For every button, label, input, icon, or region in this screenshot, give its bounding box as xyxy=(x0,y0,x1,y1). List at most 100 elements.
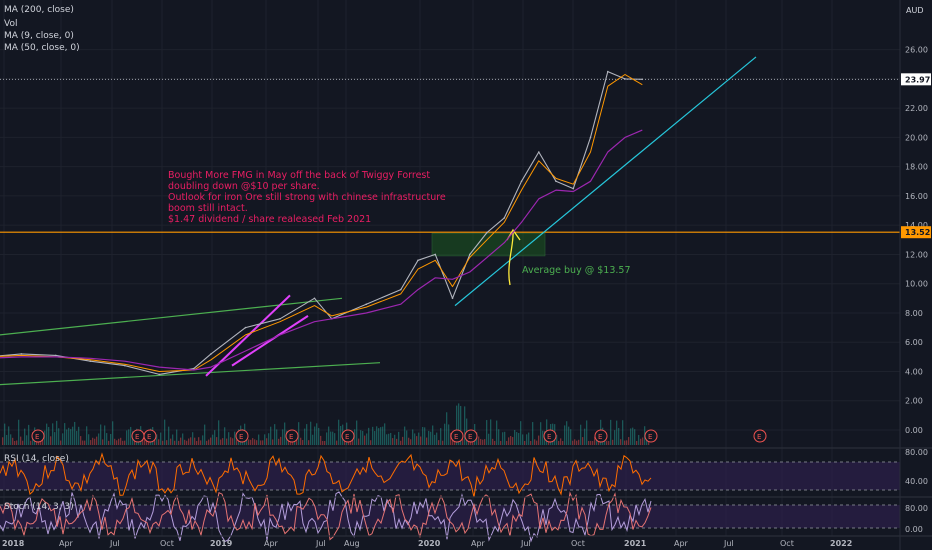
volume-bar xyxy=(90,440,92,445)
volume-bar xyxy=(280,436,282,445)
volume-bar xyxy=(444,423,446,445)
volume-bar xyxy=(534,439,536,445)
y-tick-label: 2.00 xyxy=(905,397,923,406)
volume-bar xyxy=(202,435,204,445)
price-point xyxy=(486,231,488,234)
volume-bar xyxy=(160,432,162,445)
volume-bar xyxy=(260,440,262,445)
price-point xyxy=(469,253,471,256)
legend-vol[interactable]: Vol xyxy=(4,19,18,29)
volume-bar xyxy=(256,440,258,445)
volume-bar xyxy=(10,434,12,445)
volume-bar xyxy=(620,439,622,445)
stoch-tick-label: 80.00 xyxy=(905,504,928,513)
legend-ma50[interactable]: MA (50, close, 0) xyxy=(4,43,80,53)
legend-rsi[interactable]: RSI (14, close) xyxy=(4,454,69,464)
volume-bar xyxy=(222,438,224,445)
y-tick-label: 18.00 xyxy=(905,163,928,172)
volume-bar xyxy=(328,426,330,445)
volume-bar xyxy=(176,429,178,445)
volume-bar xyxy=(60,440,62,445)
volume-bar xyxy=(162,440,164,445)
average-buy-label: Average buy @ $13.57 xyxy=(522,265,631,276)
volume-bar xyxy=(574,439,576,445)
volume-bar xyxy=(276,429,278,445)
volume-bar xyxy=(516,432,518,445)
volume-bar xyxy=(94,438,96,445)
volume-bar xyxy=(312,434,314,445)
volume-bar xyxy=(334,433,336,445)
volume-bar xyxy=(580,424,582,445)
price-point xyxy=(124,364,126,367)
volume-bar xyxy=(70,429,72,445)
volume-bar xyxy=(448,424,450,445)
y-tick-label: 12.00 xyxy=(905,250,928,259)
volume-bar xyxy=(18,419,20,445)
legend-stoch[interactable]: Stoch (14, 3, 3) xyxy=(4,502,74,512)
hline-price-label: 13.52 xyxy=(905,228,930,237)
volume-bar xyxy=(336,440,338,445)
rsi-line xyxy=(0,452,652,498)
price-point xyxy=(400,288,402,291)
volume-bar xyxy=(110,433,112,445)
volume-bar xyxy=(180,437,182,445)
volume-bar xyxy=(72,426,74,445)
price-point xyxy=(313,297,316,300)
volume-bar xyxy=(304,428,306,445)
volume-bar xyxy=(338,419,340,445)
volume-bar xyxy=(272,439,274,445)
volume-bar xyxy=(144,439,146,445)
price-point xyxy=(279,318,281,320)
volume-bar xyxy=(340,425,342,445)
x-tick-label: Jul xyxy=(315,539,326,548)
rsi-tick-label: 80.00 xyxy=(905,448,928,457)
volume-bar xyxy=(210,437,212,445)
volume-bar xyxy=(486,420,488,445)
channel-lower-line xyxy=(0,362,381,386)
volume-bar xyxy=(258,434,260,445)
volume-bar xyxy=(232,438,234,445)
volume-bar xyxy=(358,438,360,445)
x-tick-label: Oct xyxy=(571,539,585,548)
channel-magenta-lower xyxy=(231,315,309,367)
volume-bar xyxy=(442,440,444,445)
volume-bar xyxy=(220,439,222,445)
volume-bar xyxy=(558,440,560,445)
volume-bar xyxy=(472,440,474,445)
volume-bar xyxy=(74,421,76,445)
volume-bar xyxy=(392,438,394,445)
volume-bar xyxy=(492,438,494,445)
volume-bar xyxy=(96,436,98,445)
volume-bar xyxy=(316,423,318,445)
volume-bar xyxy=(526,434,528,445)
legend-ma9[interactable]: MA (9, close, 0) xyxy=(4,31,74,41)
volume-bar xyxy=(30,440,32,445)
volume-bar xyxy=(156,434,158,445)
volume-bar xyxy=(498,429,500,445)
volume-bar xyxy=(168,426,170,445)
volume-bar xyxy=(410,439,412,445)
grid xyxy=(0,0,900,536)
legend-ma200[interactable]: MA (200, close) xyxy=(4,5,74,15)
price-point xyxy=(158,373,161,376)
volume-bar xyxy=(352,439,354,445)
volume-bar xyxy=(8,426,10,445)
x-tick-label: Oct xyxy=(160,539,174,548)
volume-bar xyxy=(146,440,148,445)
volume-bar xyxy=(200,440,202,445)
volume-bar xyxy=(510,436,512,445)
price-point xyxy=(365,303,368,306)
channel-upper-line xyxy=(0,297,343,336)
volume-bar xyxy=(482,439,484,445)
y-tick-label: 0.00 xyxy=(905,426,923,435)
volume-bar xyxy=(446,412,448,445)
volume-bar xyxy=(496,420,498,445)
volume-bar xyxy=(522,434,524,445)
volume-bar xyxy=(154,437,156,445)
volume-bar xyxy=(194,437,196,445)
trend-line-cyan xyxy=(454,56,757,307)
volume-bar xyxy=(386,434,388,445)
volume-bar xyxy=(436,432,438,445)
